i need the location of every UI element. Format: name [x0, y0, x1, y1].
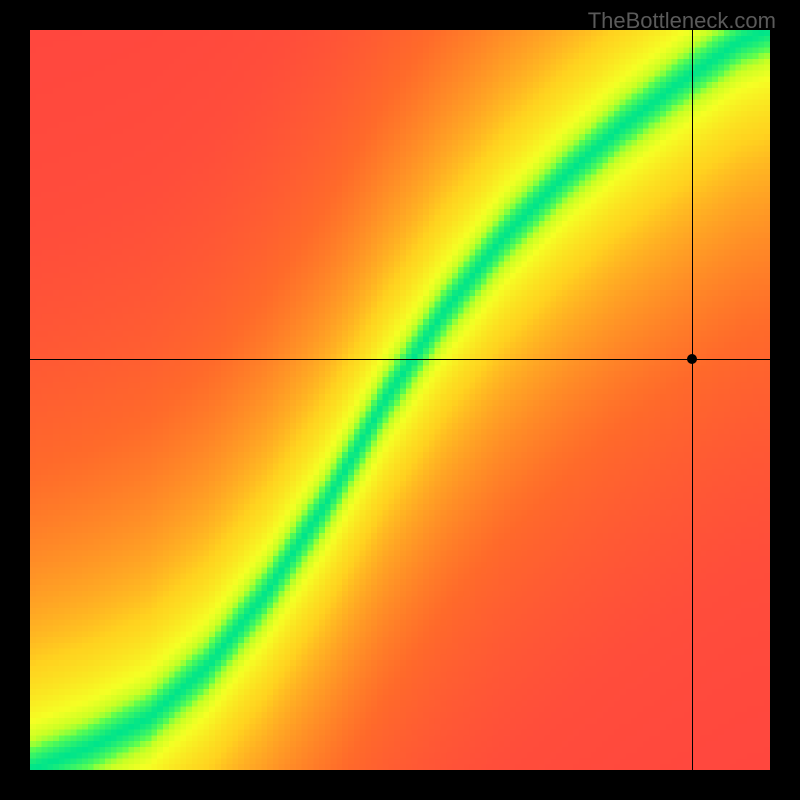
- crosshair-marker-dot: [687, 354, 697, 364]
- crosshair-horizontal: [30, 359, 770, 360]
- watermark-text: TheBottleneck.com: [588, 8, 776, 34]
- heatmap-plot: [30, 30, 770, 770]
- heatmap-canvas: [30, 30, 770, 770]
- crosshair-vertical: [692, 30, 693, 770]
